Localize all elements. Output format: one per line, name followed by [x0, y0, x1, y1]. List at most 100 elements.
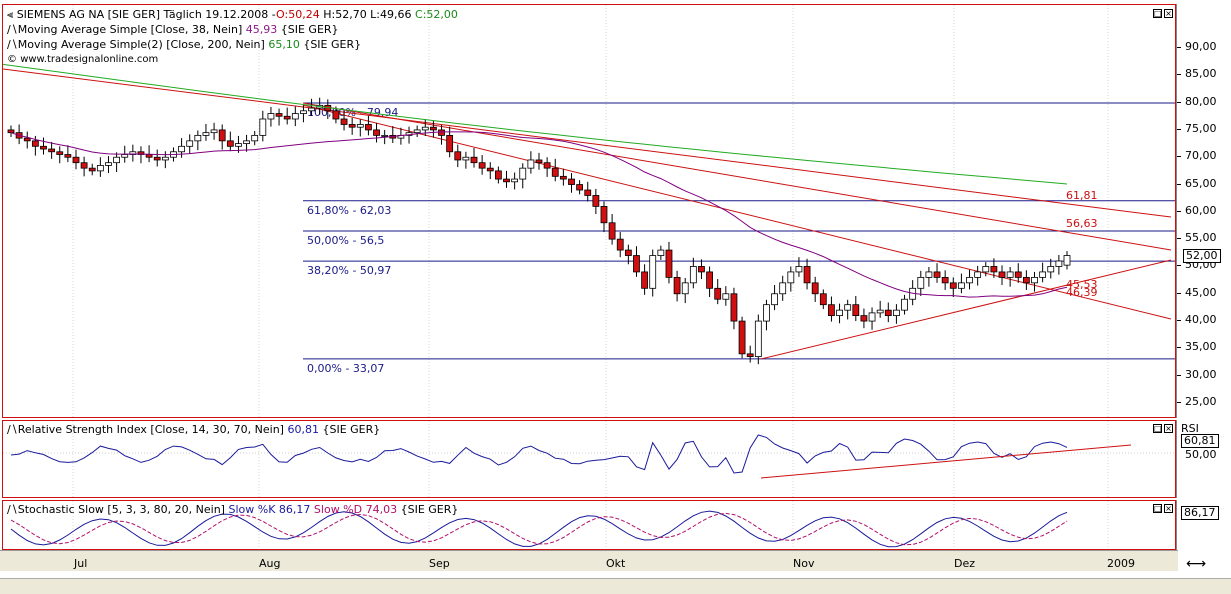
website-label: © www.tradesignalonline.com: [7, 54, 159, 65]
candle-body: [828, 304, 835, 317]
candle-body: [998, 271, 1006, 278]
candle-body: [754, 320, 762, 357]
trendline: [3, 68, 1172, 218]
candle-icon: ⫷: [7, 8, 17, 21]
fib-label: 50,00% - 56,5: [307, 234, 384, 247]
fib-label: 0,00% - 33,07: [307, 362, 384, 375]
candle-body: [31, 140, 39, 147]
price-tick-mark: [1177, 101, 1181, 103]
zoom-arrows-icon[interactable]: ⟷: [1186, 556, 1207, 572]
current-price-badge: 52,00: [1183, 249, 1221, 263]
candle-body: [917, 276, 925, 289]
time-axis[interactable]: Jul Aug Sep Okt Nov Dez 2009: [0, 550, 1178, 571]
candle-body: [96, 165, 104, 172]
candle-body: [486, 167, 494, 172]
candle-body: [738, 320, 746, 355]
price-tick: 40,00: [1185, 313, 1217, 327]
candle-body: [503, 178, 510, 183]
candle-body: [941, 276, 949, 284]
price-tick: 30,00: [1185, 367, 1217, 381]
candle-body: [1022, 276, 1030, 284]
fib-label: 38,20% - 50,97: [307, 264, 391, 277]
candle-body: [974, 271, 982, 278]
price-tick: 35,00: [1185, 340, 1217, 354]
candle-body: [1055, 260, 1063, 267]
x-label-2009: 2009: [1107, 557, 1135, 570]
rsi-panel[interactable]: ∕∖Relative Strength Index [Close, 14, 30…: [2, 420, 1176, 498]
price-tick-mark: [1177, 210, 1181, 212]
rsi-trendline: [760, 444, 1132, 479]
candle-body: [819, 293, 827, 306]
price-tick: 70,00: [1185, 149, 1217, 163]
rsi-value-badge: 60,81: [1181, 434, 1219, 448]
candle-body: [438, 129, 445, 136]
stoch-value-badge: 86,17: [1181, 506, 1219, 520]
rsi-close-button[interactable]: ×: [1164, 424, 1173, 433]
chart-title: ⫷ SIEMENS AG NA [SIE GER] Täglich 19.12.…: [7, 8, 458, 21]
candle-body: [511, 178, 519, 183]
rsi-restore-button[interactable]: □: [1153, 424, 1162, 433]
ma200-line: [3, 63, 1068, 185]
candle-body: [429, 126, 437, 131]
candle-body: [592, 195, 600, 207]
stoch-close-button[interactable]: ×: [1164, 504, 1173, 513]
candle-body: [48, 148, 56, 153]
candle-body: [300, 110, 307, 114]
candle-body: [454, 151, 462, 161]
restore-button[interactable]: □: [1153, 9, 1162, 18]
price-tick: 90,00: [1185, 40, 1217, 53]
candle-body: [836, 309, 843, 317]
candle-body: [470, 156, 478, 164]
close-button[interactable]: ×: [1164, 9, 1173, 18]
candle-body: [795, 266, 803, 273]
candle-body: [876, 309, 884, 314]
candle-body: [893, 309, 900, 317]
candle-body: [722, 293, 730, 300]
x-label-nov: Nov: [793, 557, 815, 570]
candle-body: [559, 175, 567, 180]
trendline-value-label: 56,63: [1066, 217, 1098, 230]
candle-body: [576, 184, 584, 191]
candle-body: [763, 304, 770, 322]
candle-body: [413, 129, 421, 134]
price-panel[interactable]: 100,00% - 79,94 61,80% - 62,03 50,00% - 56…: [2, 4, 1176, 418]
candle-body: [446, 134, 454, 153]
candle-body: [1006, 271, 1014, 278]
candle-body: [673, 276, 681, 295]
candle-body: [551, 167, 559, 177]
candle-body: [568, 178, 575, 185]
candle-body: [494, 170, 502, 180]
candle-body: [194, 134, 202, 142]
candle-body: [202, 132, 210, 136]
candle-body: [88, 167, 96, 172]
candle-body: [251, 134, 259, 142]
candle-body: [698, 266, 705, 273]
candle-body: [381, 134, 389, 137]
candle-body: [608, 222, 616, 240]
x-label-aug: Aug: [259, 557, 281, 570]
candle-body: [291, 113, 299, 120]
price-tick-mark: [1177, 402, 1181, 403]
trendline-value-label: 61,81: [1066, 189, 1098, 202]
candle-body: [681, 282, 689, 295]
candle-body: [7, 129, 15, 134]
candle-body: [779, 282, 787, 295]
candle-body: [137, 151, 145, 155]
candle-body: [348, 124, 356, 128]
candle-body: [949, 282, 957, 289]
stoch-restore-button[interactable]: □: [1153, 504, 1162, 513]
candle-body: [340, 118, 348, 125]
trendline: [760, 259, 1172, 360]
price-tick-mark: [1177, 347, 1181, 349]
candle-body: [1063, 255, 1071, 266]
candle-body: [259, 118, 267, 136]
candle-body: [811, 282, 819, 295]
candle-body: [803, 266, 811, 284]
candle-body: [121, 154, 129, 158]
copyright-icon: ©: [7, 54, 21, 65]
stoch-panel[interactable]: ∕∖Stochastic Slow [5, 3, 3, 80, 20, Nein…: [2, 500, 1176, 550]
x-label-sep: Sep: [429, 557, 450, 570]
candle-body: [982, 266, 990, 273]
price-tick: 45,00: [1185, 285, 1217, 299]
rsi-chart: [3, 421, 1175, 497]
